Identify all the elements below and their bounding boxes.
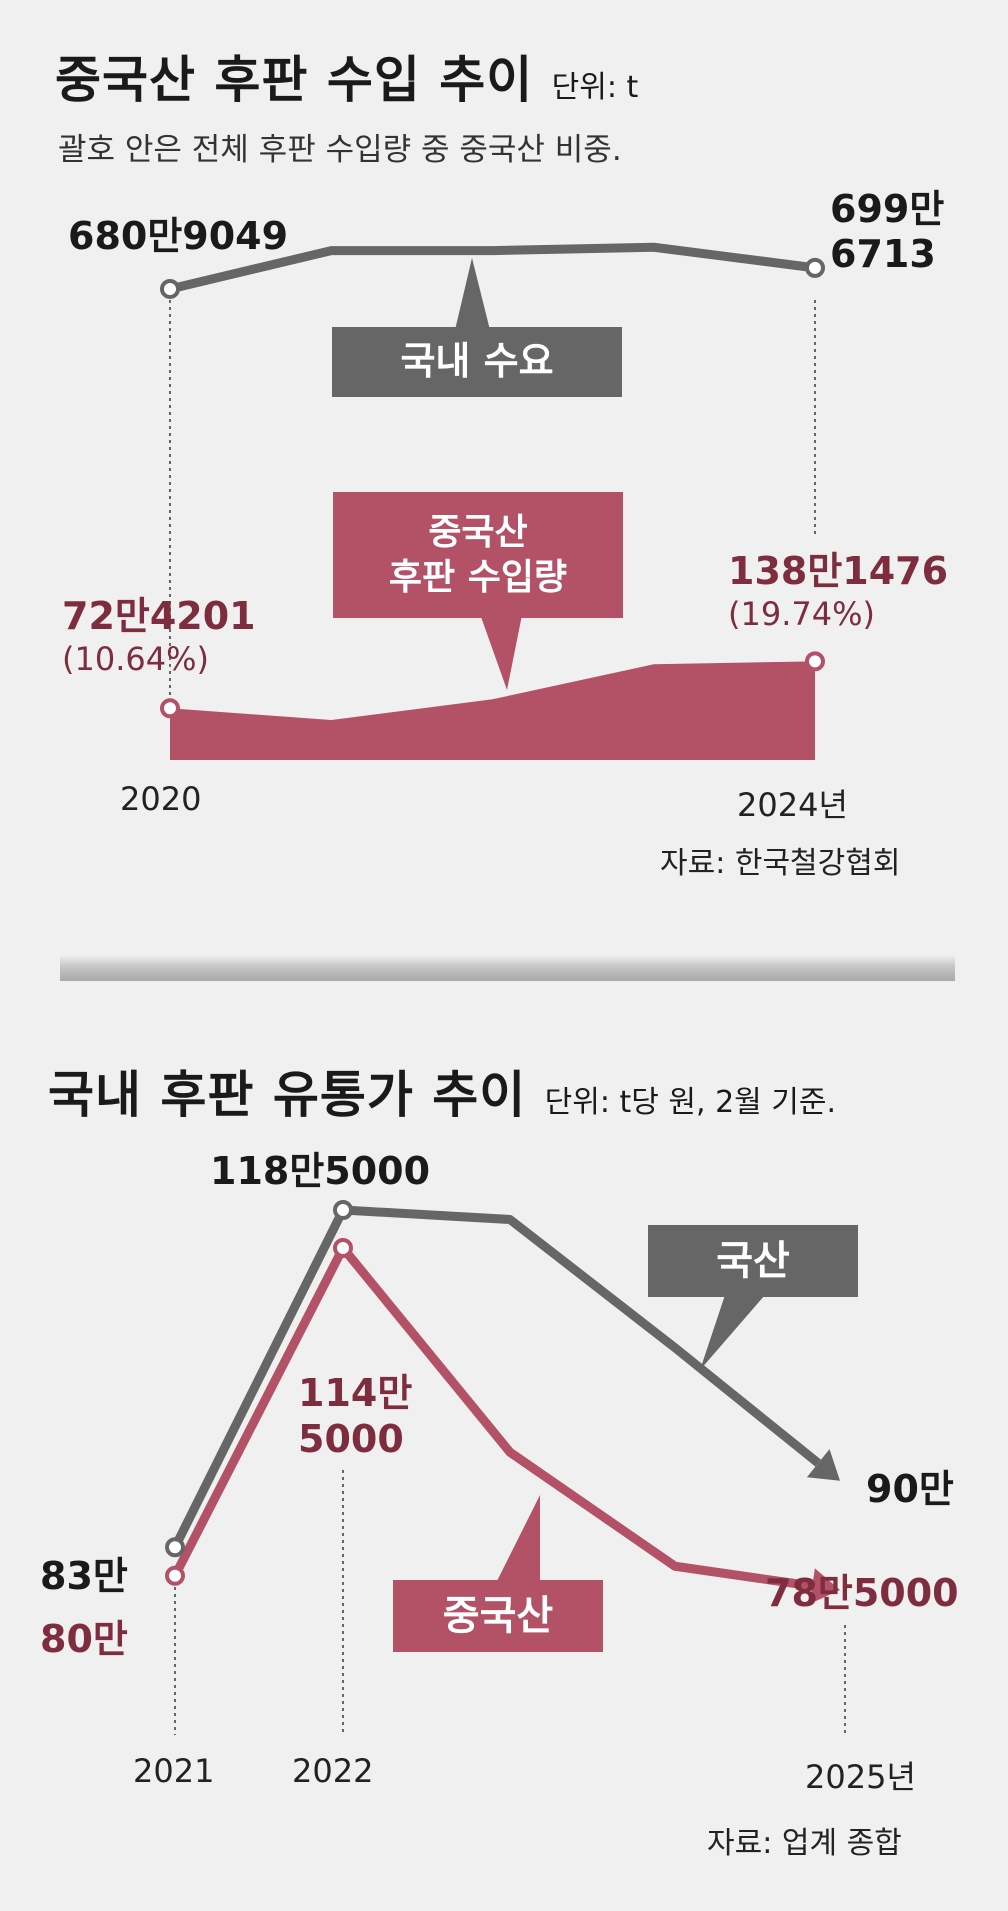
- chart1-import-point-2024: [805, 651, 825, 672]
- chart2-domestic-point-2021: [165, 1537, 185, 1558]
- chart1-import-label-line1: 중국산: [428, 512, 528, 553]
- chart2-china-2022-value-line2: 5000: [298, 1417, 404, 1461]
- chart1-title: 중국산 후판 수입 추이 단위: t: [55, 40, 638, 112]
- chart1-import-2020-value: 72만4201: [62, 594, 256, 638]
- chart1-unit: 단위: t: [551, 70, 639, 105]
- chart1-import-pointer: [475, 600, 525, 690]
- chart2-domestic-2022-value: 118만5000: [210, 1149, 431, 1193]
- section-divider: [60, 955, 955, 981]
- chart1-import-2024-value: 138만1476: [728, 549, 949, 593]
- chart2-unit: 단위: t당 원, 2월 기준.: [544, 1085, 837, 1120]
- chart1-import-2020-share: (10.64%): [62, 640, 209, 678]
- chart2-china-2025-value: 78만5000: [765, 1571, 959, 1615]
- chart2-domestic-point-2022: [333, 1200, 353, 1220]
- chart1-source: 자료: 한국철강협회: [660, 846, 901, 881]
- chart2-domestic-label: 국산: [648, 1225, 858, 1297]
- chart1-import-area: [170, 661, 815, 760]
- chart1-demand-pointer: [455, 258, 490, 330]
- chart1-demand-2024-value-line1: 699만: [830, 187, 945, 231]
- chart2-china-pointer: [495, 1495, 540, 1585]
- chart2-title-text: 국내 후판 유통가 추이: [48, 1066, 527, 1124]
- chart1-demand-point-2020: [160, 278, 180, 299]
- chart2-year-2025: 2025년: [805, 1758, 916, 1796]
- chart2-china-arrowhead: [809, 1568, 840, 1604]
- chart1-import-2024-share: (19.74%): [728, 595, 875, 633]
- chart1-subtitle: 괄호 안은 전체 후판 수입량 중 중국산 비중.: [58, 132, 622, 168]
- chart1-demand-point-2024: [805, 257, 825, 278]
- chart2-source: 자료: 업계 종합: [707, 1826, 902, 1861]
- chart1-import-point-2020: [160, 698, 180, 719]
- chart1-demand-label: 국내 수요: [332, 327, 622, 397]
- chart2-china-2022-value-line1: 114만: [298, 1371, 413, 1415]
- chart1-demand-2024-value-line2: 6713: [830, 232, 936, 276]
- chart2-domestic-2025-value: 90만: [866, 1467, 954, 1511]
- chart2-china-2021-value: 80만: [40, 1617, 128, 1661]
- chart2-domestic-arrowhead: [806, 1449, 840, 1481]
- chart2-year-2022: 2022: [292, 1752, 374, 1790]
- chart1-demand-2020-value: 680만9049: [68, 214, 289, 258]
- chart1-import-label: 중국산 후판 수입량: [333, 492, 623, 618]
- chart2-china-point-2021: [165, 1565, 185, 1586]
- chart2-title: 국내 후판 유통가 추이 단위: t당 원, 2월 기준.: [48, 1055, 836, 1127]
- chart1-year-2020: 2020: [120, 780, 202, 818]
- chart2-china-point-2022: [333, 1238, 353, 1258]
- chart1-title-text: 중국산 후판 수입 추이: [55, 51, 534, 109]
- chart2-year-2021: 2021: [133, 1752, 215, 1790]
- chart2-domestic-pointer: [700, 1295, 765, 1370]
- chart2-domestic-line: [170, 1205, 822, 1550]
- chart1-year-2024: 2024년: [737, 786, 848, 824]
- chart2-domestic-2021-value: 83만: [40, 1554, 128, 1598]
- chart2-china-line: [170, 1243, 813, 1591]
- chart1-import-label-line2: 후판 수입량: [388, 557, 568, 598]
- chart1-demand-line: [168, 242, 816, 294]
- chart2-china-label: 중국산: [393, 1580, 603, 1652]
